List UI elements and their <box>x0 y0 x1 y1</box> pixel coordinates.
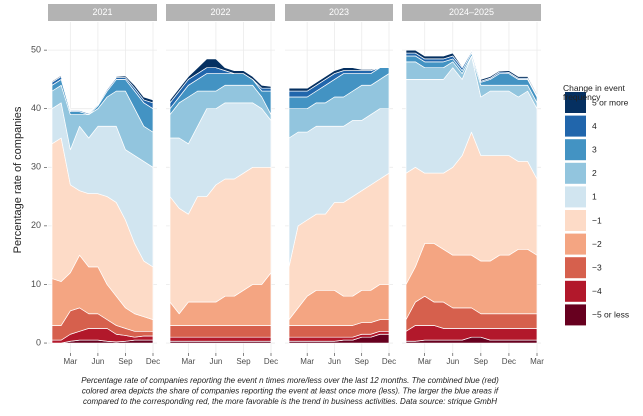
x-tick-label: Sep <box>355 357 370 366</box>
y-tick-label: 30 <box>31 162 41 172</box>
x-tick-label: Dec <box>382 357 396 366</box>
facet-strip <box>402 4 541 21</box>
legend-key <box>565 186 586 208</box>
y-tick-label: 0 <box>36 337 41 347</box>
area <box>169 58 272 104</box>
legend-key <box>565 233 586 255</box>
legend-key <box>565 210 586 231</box>
facet-title: 2024–2025 <box>449 7 494 17</box>
y-tick-label: 50 <box>31 44 41 54</box>
area <box>51 74 154 114</box>
facet-title: 2023 <box>329 7 349 17</box>
legend-title: Change in event frequency <box>563 83 625 102</box>
legend-label: −5 or less <box>592 310 629 320</box>
area <box>405 49 538 97</box>
legend-label: 5 or more <box>592 97 629 107</box>
area <box>169 325 272 338</box>
x-tick-label: Jun <box>446 357 459 366</box>
legend-label: −4 <box>592 286 602 296</box>
legend-key <box>565 162 586 184</box>
legend-key <box>565 92 586 113</box>
facet-title: 2022 <box>210 7 230 17</box>
y-tick-label: 10 <box>31 279 41 289</box>
caption: colored area depicts the share of compan… <box>82 387 499 396</box>
x-tick-label: Jun <box>209 357 222 366</box>
legend-key <box>565 115 586 137</box>
caption: Percentage rate of companies reporting t… <box>81 376 499 385</box>
legend-label: −2 <box>592 239 602 249</box>
x-tick-label: Mar <box>181 357 195 366</box>
facet-title: 2021 <box>92 7 112 17</box>
x-tick-label: Mar <box>418 357 432 366</box>
facet-strip <box>166 4 275 21</box>
facet-strip <box>48 4 157 21</box>
x-tick-label: Jun <box>91 357 104 366</box>
x-tick-label: Mar <box>300 357 314 366</box>
caption: compared to the corresponding red, the m… <box>83 397 497 406</box>
x-tick-label: Mar <box>530 357 544 366</box>
y-tick-label: 20 <box>31 220 41 230</box>
legend-label: −3 <box>592 262 602 272</box>
area <box>169 336 272 342</box>
legend-label: 3 <box>592 144 597 154</box>
facet-strip <box>285 4 393 21</box>
legend-key <box>565 304 586 326</box>
x-tick-label: Dec <box>146 357 160 366</box>
x-tick-label: Sep <box>474 357 489 366</box>
x-tick-label: Dec <box>264 357 278 366</box>
legend-label: −1 <box>592 215 602 225</box>
legend-label: 4 <box>592 121 597 131</box>
x-tick-label: Mar <box>63 357 77 366</box>
legend-label: 1 <box>592 192 597 202</box>
x-tick-label: Jun <box>328 357 341 366</box>
legend-key <box>565 257 586 279</box>
legend-key <box>565 139 586 161</box>
area <box>288 67 390 92</box>
x-tick-label: Sep <box>236 357 251 366</box>
x-tick-label: Sep <box>118 357 133 366</box>
x-tick-label: Dec <box>502 357 516 366</box>
y-axis-label: Percentage rate of companies <box>12 106 24 253</box>
legend-key <box>565 280 586 302</box>
y-tick-label: 40 <box>31 103 41 113</box>
legend-label: 2 <box>592 168 597 178</box>
